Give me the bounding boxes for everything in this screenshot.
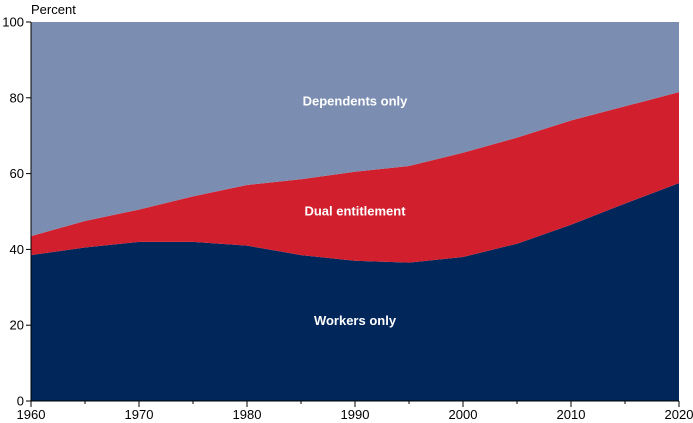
y-tick-label: 20	[10, 318, 24, 333]
label-dependents-only: Dependents only	[303, 93, 409, 108]
y-axis-label: Percent	[31, 2, 76, 17]
y-tick-label: 80	[10, 90, 24, 105]
x-tick-label: 1990	[341, 407, 370, 422]
x-tick-label: 1960	[17, 407, 46, 422]
label-workers-only: Workers only	[314, 313, 397, 328]
axes: 0 20 40 60 80 100 1960 1970 1980 1990 2000 2010 2020	[2, 15, 693, 423]
area-workers-only	[31, 183, 679, 401]
x-tick-label: 1980	[233, 407, 262, 422]
y-tick-label: 100	[2, 15, 24, 30]
area-layers	[31, 22, 679, 401]
area-dependents-only	[31, 22, 679, 237]
x-tick-label: 2000	[449, 407, 478, 422]
y-tick-label: 40	[10, 242, 24, 257]
x-tick-label: 1970	[125, 407, 154, 422]
label-dual-entitlement: Dual entitlement	[304, 203, 406, 218]
y-tick-label: 60	[10, 166, 24, 181]
x-tick-label: 2020	[665, 407, 693, 422]
area-dual-entitlement	[31, 92, 679, 263]
y-tick-label: 0	[17, 394, 24, 409]
x-tick-label: 2010	[557, 407, 586, 422]
area-labels: Dependents only Dual entitlement Workers o…	[303, 93, 409, 328]
